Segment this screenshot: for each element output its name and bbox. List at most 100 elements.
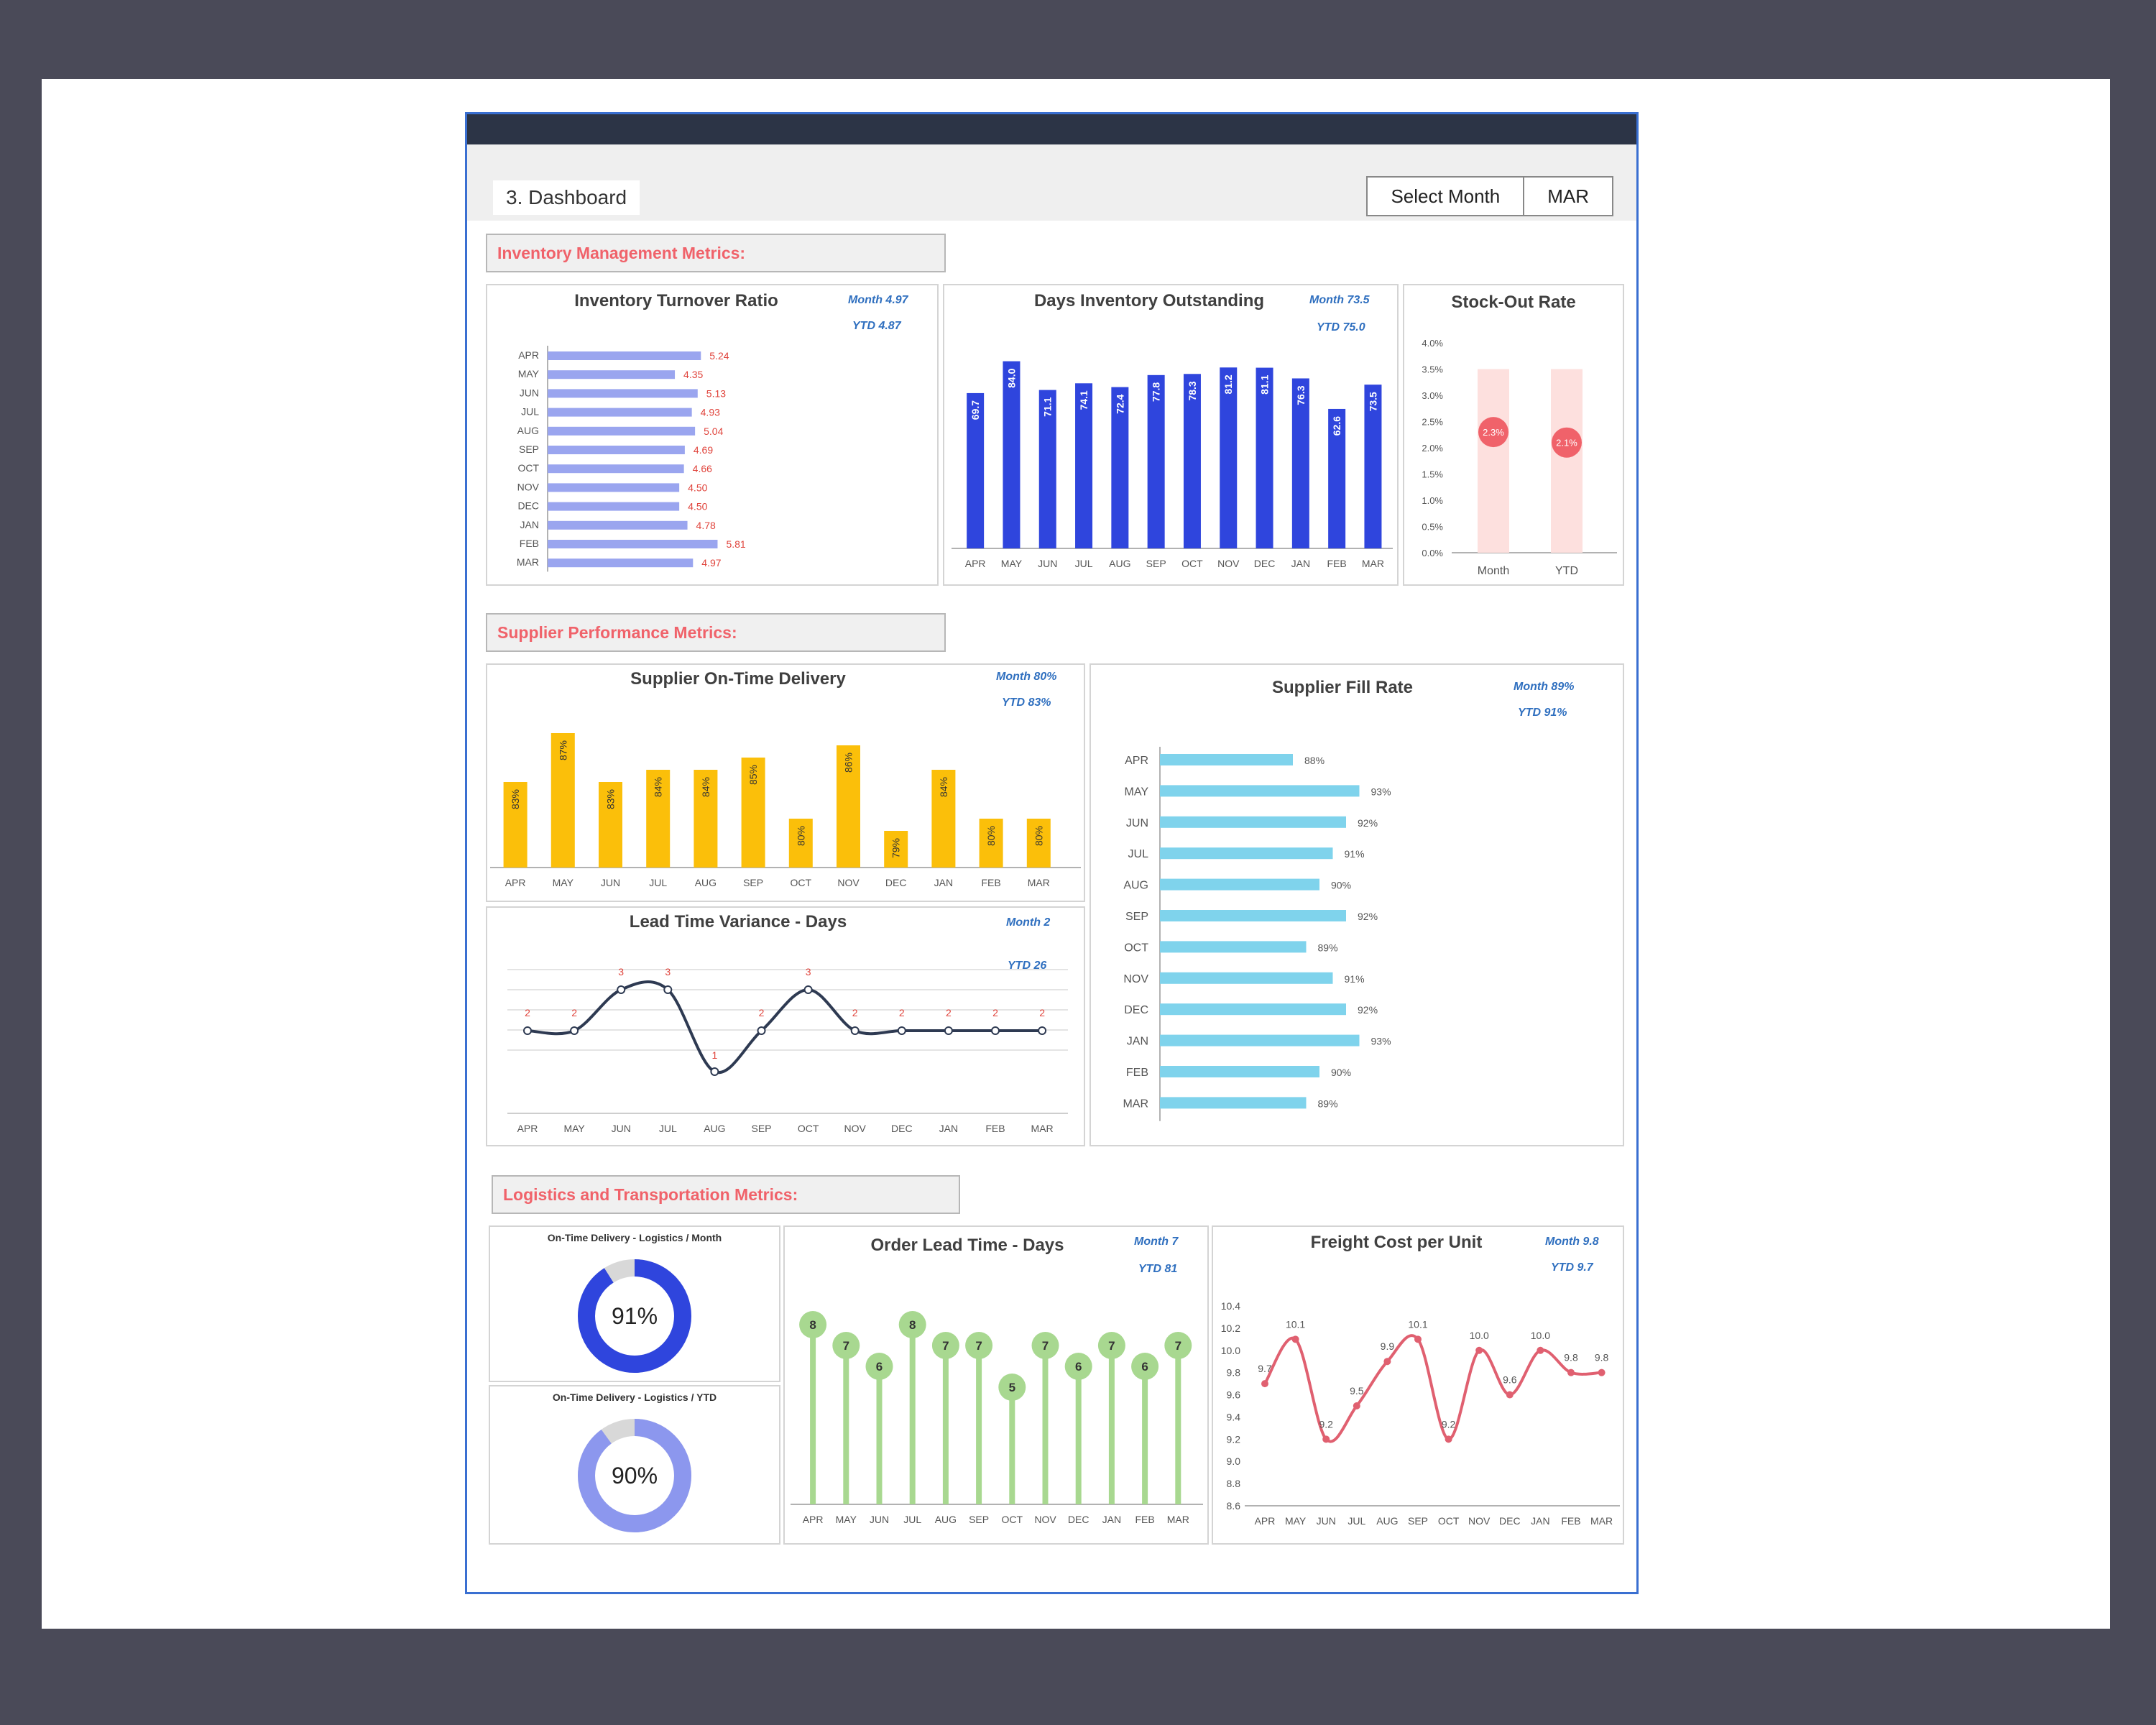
turnover-data-label: 5.24 (709, 350, 729, 362)
freight-line (1263, 1334, 1602, 1443)
otd-bar (741, 758, 765, 868)
freight-data-label: 10.0 (1531, 1330, 1550, 1341)
stockout-y-tick: 0.5% (1422, 522, 1443, 533)
ltv-point (803, 985, 813, 994)
turnover-bar (548, 351, 701, 360)
olt-point (865, 1353, 893, 1380)
freight-y-tick: 8.8 (1227, 1478, 1241, 1489)
otd-tick-label: FEB (981, 877, 1000, 888)
otd-data-label: 80% (985, 826, 997, 846)
dio-data-label: 69.7 (969, 400, 981, 420)
fill-tick-label: OCT (1124, 942, 1148, 954)
dio-bar (1147, 374, 1165, 548)
section-supplier-performance: Supplier Performance Metrics: (486, 613, 946, 652)
dio-data-label: 74.1 (1078, 390, 1089, 410)
month-selector[interactable]: Select Month MAR (1366, 176, 1613, 216)
freight-y-tick: 9.2 (1227, 1433, 1241, 1445)
ltv-data-label: 3 (618, 966, 624, 978)
olt-tick-label: MAR (1167, 1514, 1189, 1525)
otd-data-label: 83% (510, 789, 521, 809)
stockout-tick-label: Month (1478, 565, 1509, 577)
turnover-bar (548, 558, 694, 568)
dio-data-label: 71.1 (1042, 397, 1054, 416)
turnover-bar (548, 426, 696, 436)
ltv-tick-label: SEP (751, 1123, 771, 1134)
stockout-band (1478, 369, 1509, 553)
supplier-otd-panel: Supplier On-Time Delivery Month 80% YTD … (486, 663, 1085, 902)
stockout-y-tick: 0.0% (1422, 548, 1443, 558)
freight-point (1414, 1335, 1422, 1343)
freight-tick-label: DEC (1499, 1515, 1521, 1527)
olt-stem (1142, 1366, 1148, 1504)
dio-data-label: 81.1 (1259, 374, 1271, 394)
stockout-chart: 0.0% 0.5% 1.0% 1.5% 2.0% 2.5% 3.0% 3.5% 4.0% 2.3%… (1422, 338, 1617, 577)
turnover-chart: APR 5.24 MAY 4.35 JUN 5.13 JUL 4.93 AUG 5.04 SEP 4.… (517, 346, 746, 572)
olt-point (799, 1311, 827, 1338)
freight-y-tick: 8.6 (1227, 1500, 1241, 1512)
dio-bar (1364, 385, 1382, 548)
freight-point (1445, 1435, 1452, 1443)
ltv-tick-label: APR (517, 1123, 538, 1134)
turnover-bar (548, 389, 698, 398)
freight-y-tick: 9.6 (1227, 1389, 1241, 1401)
dio-tick-label: FEB (1327, 558, 1347, 569)
turnover-tick-label: MAY (518, 368, 540, 380)
freight-cost-title: Freight Cost per Unit (1310, 1233, 1483, 1252)
freight-tick-label: FEB (1561, 1515, 1580, 1527)
olt-tick-label: JUN (870, 1514, 889, 1525)
fill-rate-ytd-kpi: YTD 91% (1518, 707, 1567, 719)
olt-data-label: 7 (1042, 1339, 1049, 1353)
turnover-tick-label: JAN (520, 519, 539, 530)
dio-bar (1328, 408, 1346, 548)
freight-data-label: 10.0 (1470, 1330, 1489, 1341)
turnover-ytd-kpi: YTD 4.87 (852, 320, 901, 332)
fill-data-label: 90% (1331, 1067, 1351, 1078)
otd-logistics-ytd-donut: On-Time Delivery - Logistics / YTD 90% (553, 1392, 717, 1532)
fill-bar (1160, 785, 1360, 797)
dio-data-label: 84.0 (1005, 368, 1017, 387)
dio-tick-label: AUG (1109, 558, 1130, 569)
freight-tick-label: JUL (1348, 1515, 1365, 1527)
olt-month-kpi: Month 7 (1134, 1236, 1179, 1248)
section-logistics-transportation: Logistics and Transportation Metrics: (492, 1175, 960, 1214)
olt-tick-label: DEC (1068, 1514, 1089, 1525)
otd-logistics-ytd-title: On-Time Delivery - Logistics / YTD (553, 1392, 717, 1403)
olt-ytd-kpi: YTD 81 (1138, 1263, 1178, 1275)
fill-data-label: 88% (1304, 755, 1325, 766)
olt-point (832, 1332, 860, 1359)
ltv-month-kpi: Month 2 (1006, 916, 1051, 929)
dio-bar (1220, 367, 1238, 548)
fill-bar (1160, 1003, 1346, 1016)
turnover-data-label: 4.69 (694, 444, 713, 456)
ltv-data-label: 2 (946, 1007, 952, 1018)
stockout-data-label: 2.1% (1556, 438, 1577, 448)
fill-bar (1160, 754, 1293, 765)
turnover-data-label: 5.13 (706, 387, 726, 399)
turnover-tick-label: NOV (517, 481, 540, 492)
stockout-title: Stock-Out Rate (1451, 293, 1576, 312)
supplier-otd-month-kpi: Month 80% (996, 671, 1057, 683)
stockout-band (1551, 369, 1583, 553)
dio-bar (1038, 390, 1056, 548)
otd-tick-label: JUN (601, 877, 620, 888)
turnover-bar (548, 370, 676, 380)
otd-tick-label: MAR (1028, 877, 1050, 888)
turnover-bar (548, 446, 685, 454)
olt-tick-label: APR (803, 1514, 824, 1525)
olt-point (965, 1332, 993, 1359)
freight-y-tick: 10.0 (1221, 1345, 1240, 1356)
dio-bar (1183, 374, 1201, 548)
select-month-dropdown[interactable]: MAR (1547, 185, 1589, 207)
otd-tick-label: OCT (791, 877, 812, 888)
stockout-tick-label: YTD (1555, 565, 1578, 577)
turnover-bar (548, 520, 688, 530)
freight-data-label: 9.2 (1319, 1418, 1333, 1430)
turnover-tick-label: AUG (517, 425, 539, 436)
stockout-y-tick: 1.0% (1422, 495, 1443, 506)
stockout-y-tick: 2.0% (1422, 443, 1443, 454)
freight-tick-label: OCT (1438, 1515, 1460, 1527)
stockout-y-tick: 2.5% (1422, 417, 1443, 428)
fill-tick-label: JUN (1126, 817, 1148, 829)
olt-data-label: 6 (876, 1360, 883, 1374)
otd-data-label: 80% (795, 826, 806, 846)
